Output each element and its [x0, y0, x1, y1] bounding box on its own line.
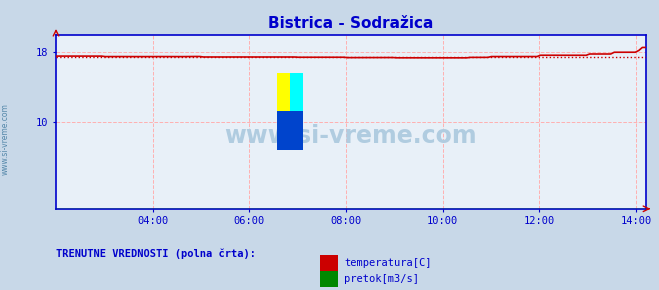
Text: www.si-vreme.com: www.si-vreme.com — [225, 124, 477, 148]
Text: TRENUTNE VREDNOSTI (polna črta):: TRENUTNE VREDNOSTI (polna črta): — [56, 248, 256, 259]
Bar — [277, 111, 303, 150]
Text: temperatura[C]: temperatura[C] — [344, 258, 432, 268]
Text: pretok[m3/s]: pretok[m3/s] — [344, 274, 419, 284]
Bar — [290, 73, 303, 111]
Title: Bistrica - Sodražica: Bistrica - Sodražica — [268, 16, 434, 31]
Text: www.si-vreme.com: www.si-vreme.com — [1, 103, 10, 175]
Bar — [277, 73, 290, 111]
